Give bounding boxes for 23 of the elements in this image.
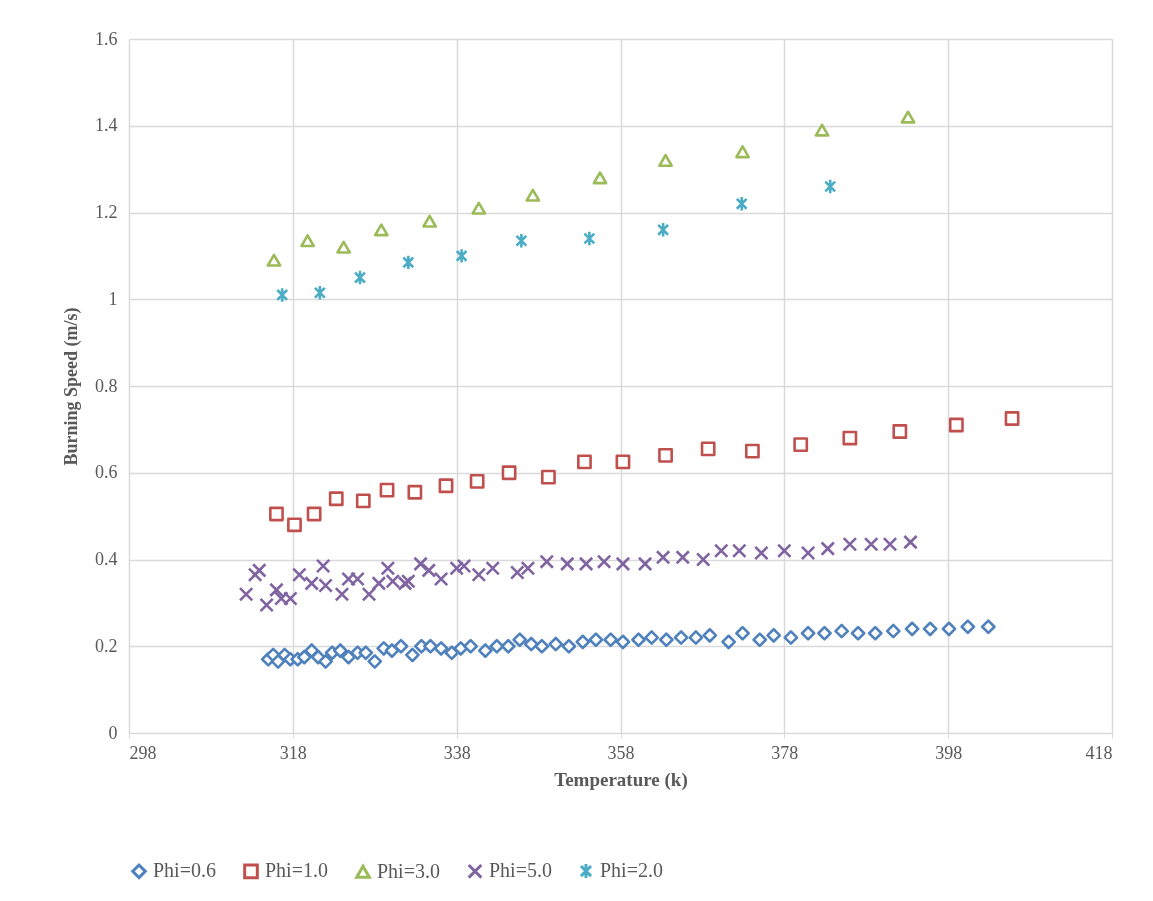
y-tick-label: 0.6 <box>95 462 118 483</box>
legend-label: Phi=3.0 <box>377 859 440 882</box>
x-tick-label: 338 <box>443 742 471 763</box>
x-tick-label: 318 <box>279 742 307 763</box>
x-tick-label: 298 <box>129 742 157 763</box>
y-axis-title: Burning Speed (m/s) <box>61 307 82 466</box>
y-tick-label: 0.8 <box>95 375 118 396</box>
legend-label: Phi=0.6 <box>153 859 216 882</box>
legend-label: Phi=2.0 <box>600 859 663 882</box>
y-tick-label: 1 <box>108 288 118 309</box>
x-tick-label: 358 <box>607 742 635 763</box>
x-tick-label: 398 <box>935 742 963 763</box>
y-tick-label: 0.2 <box>95 635 118 656</box>
y-tick-label: 1.2 <box>95 202 118 222</box>
y-tick-label: 1.6 <box>95 28 118 49</box>
x-tick-label: 378 <box>771 742 799 763</box>
legend-label: Phi=1.0 <box>265 859 328 882</box>
legend-label: Phi=5.0 <box>489 859 552 882</box>
x-axis-title: Temperature (k) <box>554 768 688 791</box>
y-tick-label: 0 <box>108 722 118 743</box>
y-tick-label: 0.4 <box>95 549 118 569</box>
y-tick-label: 1.4 <box>95 115 118 136</box>
x-tick-label: 418 <box>1085 742 1113 763</box>
